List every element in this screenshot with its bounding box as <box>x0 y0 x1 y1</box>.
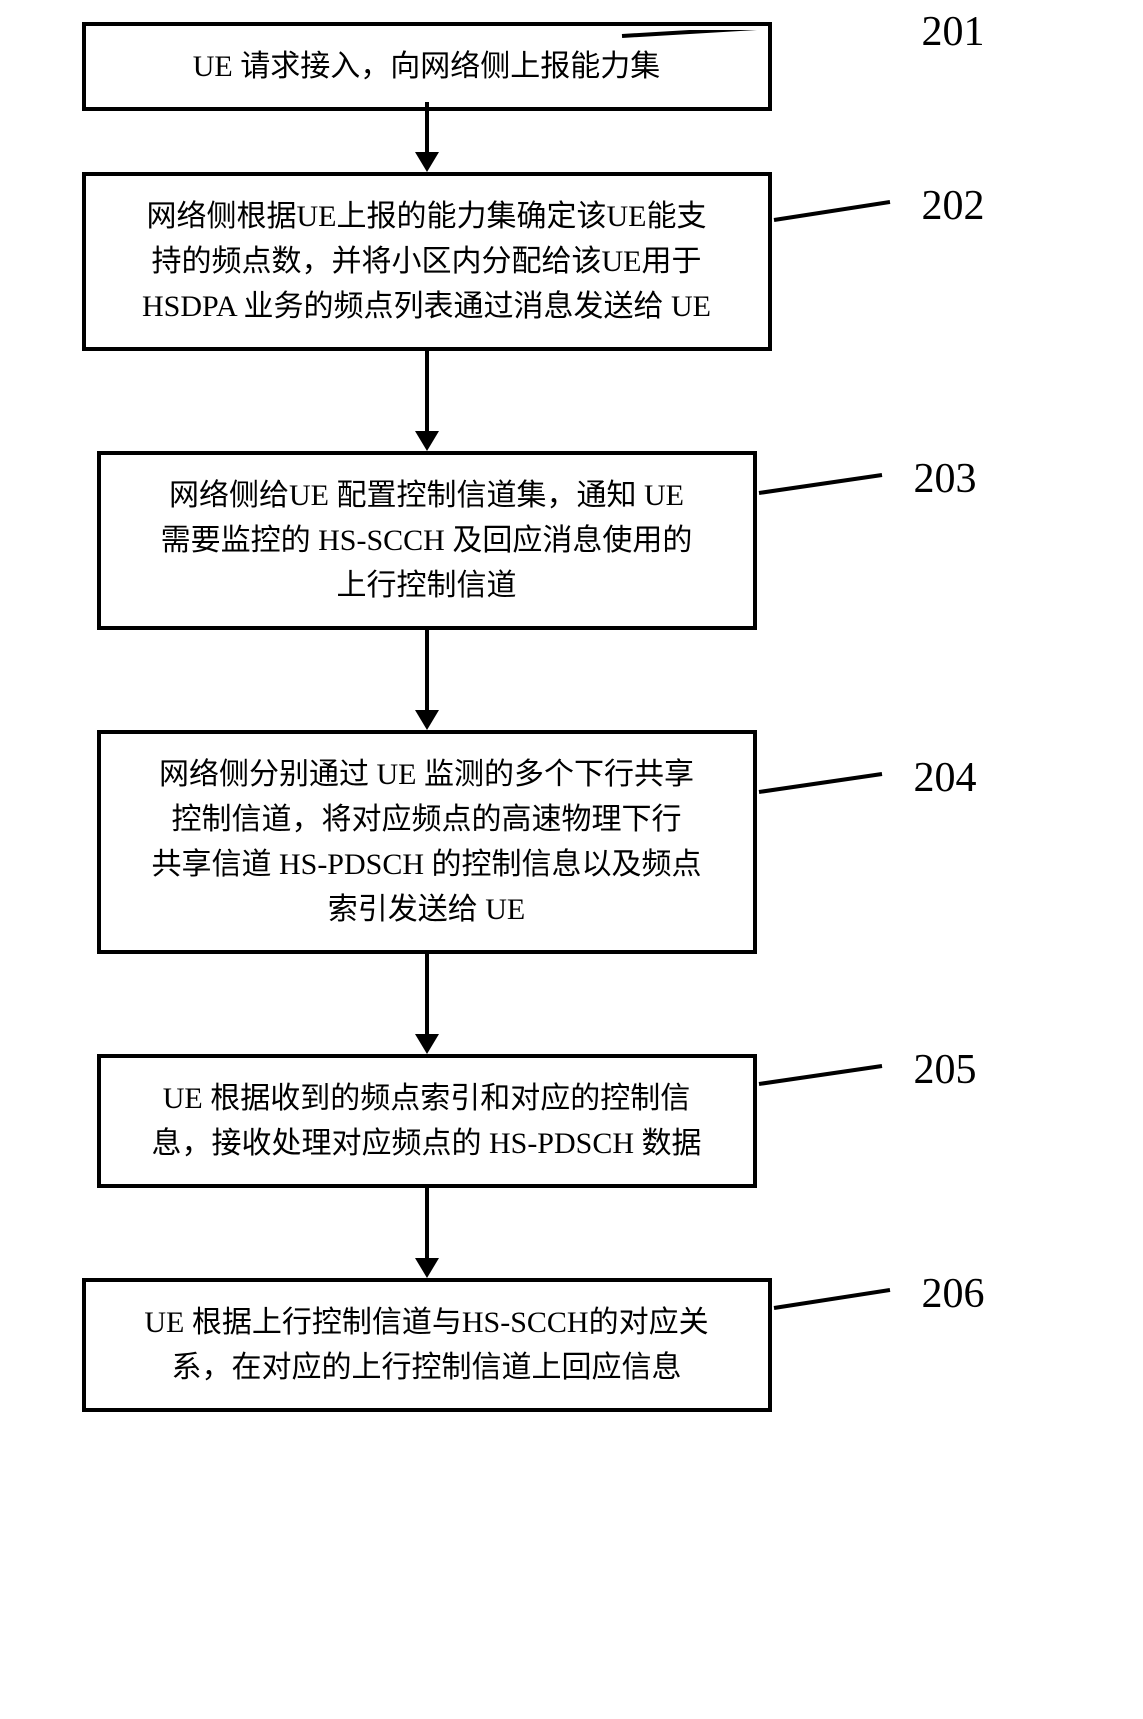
flow-text-205-l2: 息，接收处理对应频点的 HS-PDSCH 数据 <box>151 1127 701 1160</box>
arrow-203-204 <box>97 630 757 730</box>
step-label-206: 206 <box>922 1270 985 1318</box>
flow-text-203-l2: 需要监控的 HS-SCCH 及回应消息使用的 <box>161 524 693 557</box>
flow-box-202: 网络侧根据UE上报的能力集确定该UE能支 持的频点数，并将小区内分配给该UE用于… <box>82 172 772 351</box>
flow-box-206: UE 根据上行控制信道与HS-SCCH的对应关 系，在对应的上行控制信道上回应信… <box>82 1278 772 1412</box>
flow-text-204-l3: 共享信道 HS-PDSCH 的控制信息以及频点 <box>151 848 701 881</box>
arrow-201-202 <box>82 102 772 172</box>
flow-step-201: UE 请求接入，向网络侧上报能力集 201 <box>22 30 1122 102</box>
flow-text-203-l1: 网络侧给UE 配置控制信道集，通知 UE <box>169 479 684 512</box>
flow-text-202-l2: 持的频点数，并将小区内分配给该UE用于 <box>152 245 702 278</box>
flowchart-container: UE 请求接入，向网络侧上报能力集 201 网络侧根据UE上报的能力集确定该UE… <box>22 30 1122 1412</box>
arrow-205-206 <box>97 1188 757 1278</box>
flow-text-202-l1: 网络侧根据UE上报的能力集确定该UE能支 <box>147 200 707 233</box>
flow-box-201: UE 请求接入，向网络侧上报能力集 <box>82 22 772 111</box>
flow-text-202-l3: HSDPA 业务的频点列表通过消息发送给 UE <box>142 290 711 323</box>
flow-box-203: 网络侧给UE 配置控制信道集，通知 UE 需要监控的 HS-SCCH 及回应消息… <box>97 451 757 630</box>
flow-step-205: UE 根据收到的频点索引和对应的控制信 息，接收处理对应频点的 HS-PDSCH… <box>22 1054 1122 1188</box>
flow-step-203: 网络侧给UE 配置控制信道集，通知 UE 需要监控的 HS-SCCH 及回应消息… <box>22 451 1122 630</box>
flow-step-202: 网络侧根据UE上报的能力集确定该UE能支 持的频点数，并将小区内分配给该UE用于… <box>22 172 1122 351</box>
flow-text-206-l1: UE 根据上行控制信道与HS-SCCH的对应关 <box>144 1306 708 1339</box>
flow-step-204: 网络侧分别通过 UE 监测的多个下行共享 控制信道，将对应频点的高速物理下行 共… <box>22 730 1122 954</box>
flow-text-206-l2: 系，在对应的上行控制信道上回应信息 <box>172 1351 682 1384</box>
flow-text-204-l4: 索引发送给 UE <box>328 893 526 926</box>
step-label-205: 205 <box>914 1046 977 1094</box>
flow-text-204-l2: 控制信道，将对应频点的高速物理下行 <box>172 803 682 836</box>
step-label-201: 201 <box>922 8 985 56</box>
arrow-202-203 <box>82 351 772 451</box>
step-label-203: 203 <box>914 455 977 503</box>
arrow-204-205 <box>97 954 757 1054</box>
flow-text-203-l3: 上行控制信道 <box>337 569 517 602</box>
flow-text-204-l1: 网络侧分别通过 UE 监测的多个下行共享 <box>159 758 694 791</box>
step-label-204: 204 <box>914 754 977 802</box>
step-label-202: 202 <box>922 182 985 230</box>
flow-box-205: UE 根据收到的频点索引和对应的控制信 息，接收处理对应频点的 HS-PDSCH… <box>97 1054 757 1188</box>
flow-step-206: UE 根据上行控制信道与HS-SCCH的对应关 系，在对应的上行控制信道上回应信… <box>22 1278 1122 1412</box>
flow-box-204: 网络侧分别通过 UE 监测的多个下行共享 控制信道，将对应频点的高速物理下行 共… <box>97 730 757 954</box>
flow-text-205-l1: UE 根据收到的频点索引和对应的控制信 <box>163 1082 691 1115</box>
flow-text-201: UE 请求接入，向网络侧上报能力集 <box>193 50 661 83</box>
